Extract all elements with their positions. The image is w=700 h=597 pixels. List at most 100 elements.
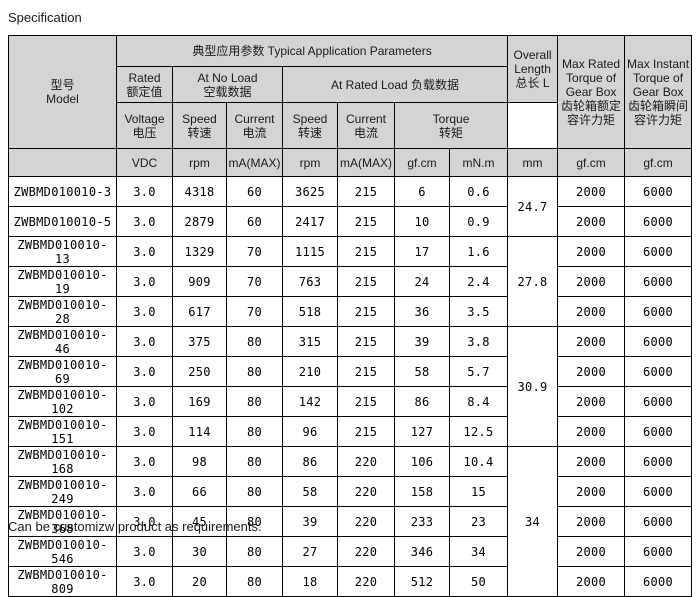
header-overall-length-line2: Length <box>514 62 551 76</box>
cell-torque-mnm: 34 <box>448 536 509 567</box>
header-current-noload-cn: 电流 <box>242 125 267 140</box>
unit-torque-mnm: mN.m <box>448 148 509 177</box>
cell-current-nl: 80 <box>226 356 283 387</box>
cell-speed-nl: 250 <box>172 356 227 387</box>
cell-current-nl: 80 <box>226 326 283 357</box>
cell-current-nl: 70 <box>226 296 283 327</box>
cell-current-rl: 220 <box>337 476 395 507</box>
cell-speed-nl: 1329 <box>172 236 227 267</box>
unit-max-instant: gf.cm <box>624 148 693 177</box>
cell-current-rl: 215 <box>337 176 395 207</box>
header-row-group-title: 型号 Model 典型应用参数 Typical Application Para… <box>8 35 693 149</box>
cell-torque-mnm: 12.5 <box>448 416 509 447</box>
cell-speed-rl: 39 <box>282 506 338 537</box>
cell-current-rl: 215 <box>337 416 395 447</box>
cell-current-rl: 215 <box>337 326 395 357</box>
cell-current-nl: 80 <box>226 476 283 507</box>
cell-current-rl: 215 <box>337 266 395 297</box>
cell-max-rated: 2000 <box>557 446 626 477</box>
cell-max-instant: 6000 <box>624 446 693 477</box>
unit-model <box>8 148 117 177</box>
cell-current-rl: 220 <box>337 506 395 537</box>
header-voltage-cn: 电压 <box>132 125 157 140</box>
header-max-instant-line3: Gear Box <box>632 85 684 99</box>
cell-speed-rl: 763 <box>282 266 338 297</box>
header-torque: Torque 转矩 <box>393 102 509 149</box>
cell-max-rated: 2000 <box>557 536 626 567</box>
cell-voltage: 3.0 <box>116 536 173 567</box>
cell-max-instant: 6000 <box>624 386 693 417</box>
cell-voltage: 3.0 <box>116 506 173 537</box>
header-current-ratedload-en: Current <box>345 111 386 126</box>
header-max-rated-line3: Gear Box <box>565 85 617 99</box>
cell-voltage: 3.0 <box>116 206 173 237</box>
cell-torque-gfcm: 127 <box>394 416 450 447</box>
unit-length: mm <box>507 148 559 177</box>
cell-model: ZWBMD010010-3 <box>8 176 117 207</box>
cell-voltage: 3.0 <box>116 296 173 327</box>
cell-torque-gfcm: 86 <box>394 386 450 417</box>
header-model: 型号 Model <box>8 35 117 149</box>
header-typical-application-parameters: 典型应用参数 Typical Application Parameters <box>115 35 509 67</box>
header-speed-ratedload: Speed 转速 <box>282 102 338 149</box>
unit-current-noload: mA(MAX) <box>226 148 283 177</box>
cell-model: ZWBMD010010-151 <box>8 416 117 447</box>
cell-torque-gfcm: 17 <box>394 236 450 267</box>
header-no-load-group: At No Load 空载数据 <box>172 66 283 103</box>
table-row: ZWBMD010010-5 3.0 2879 60 2417 215 10 0.9 2000 60… <box>8 206 693 237</box>
table-row: ZWBMD010010-368 3.0 45 80 39 220 233 23 2000 6000 <box>8 506 693 537</box>
cell-current-nl: 80 <box>226 566 283 597</box>
table-row: ZWBMD010010-69 3.0 250 80 210 215 58 5.7 2000 600… <box>8 356 693 387</box>
cell-speed-nl: 909 <box>172 266 227 297</box>
cell-speed-nl: 375 <box>172 326 227 357</box>
cell-max-instant: 6000 <box>624 566 693 597</box>
cell-voltage: 3.0 <box>116 176 173 207</box>
cell-overall-length: 34 <box>507 446 559 597</box>
unit-current-ratedload: mA(MAX) <box>337 148 395 177</box>
cell-max-instant: 6000 <box>624 506 693 537</box>
cell-current-nl: 80 <box>226 506 283 537</box>
cell-speed-nl: 2879 <box>172 206 227 237</box>
cell-current-rl: 220 <box>337 446 395 477</box>
header-current-noload-en: Current <box>234 111 275 126</box>
cell-max-instant: 6000 <box>624 536 693 567</box>
cell-model: ZWBMD010010-46 <box>8 326 117 357</box>
cell-max-instant: 6000 <box>624 176 693 207</box>
cell-torque-gfcm: 36 <box>394 296 450 327</box>
cell-max-rated: 2000 <box>557 476 626 507</box>
cell-max-rated: 2000 <box>557 176 626 207</box>
cell-model: ZWBMD010010-5 <box>8 206 117 237</box>
cell-torque-mnm: 3.8 <box>448 326 509 357</box>
cell-torque-mnm: 0.9 <box>448 206 509 237</box>
cell-torque-mnm: 23 <box>448 506 509 537</box>
header-overall-length: Overall Length 总长 L <box>507 35 559 103</box>
cell-current-rl: 215 <box>337 356 395 387</box>
header-speed-noload-en: Speed <box>182 111 217 126</box>
header-max-rated-line1: Max Rated <box>562 57 621 71</box>
cell-torque-mnm: 10.4 <box>448 446 509 477</box>
cell-current-nl: 80 <box>226 446 283 477</box>
cell-current-rl: 215 <box>337 236 395 267</box>
header-row-subgroups: Rated 额定值 At No Load 空载数据 At Rated Load … <box>9 66 692 103</box>
cell-speed-rl: 315 <box>282 326 338 357</box>
cell-max-rated: 2000 <box>557 416 626 447</box>
header-no-load-en: At No Load <box>197 70 258 85</box>
cell-max-instant: 6000 <box>624 416 693 447</box>
cell-model: ZWBMD010010-19 <box>8 266 117 297</box>
cell-speed-rl: 2417 <box>282 206 338 237</box>
cell-voltage: 3.0 <box>116 446 173 477</box>
cell-current-rl: 215 <box>337 206 395 237</box>
cell-model: ZWBMD010010-249 <box>8 476 117 507</box>
cell-speed-nl: 30 <box>172 536 227 567</box>
cell-torque-gfcm: 6 <box>394 176 450 207</box>
cell-speed-rl: 518 <box>282 296 338 327</box>
cell-torque-mnm: 8.4 <box>448 386 509 417</box>
cell-speed-nl: 617 <box>172 296 227 327</box>
cell-torque-mnm: 0.6 <box>448 176 509 207</box>
cell-voltage: 3.0 <box>116 386 173 417</box>
cell-voltage: 3.0 <box>116 476 173 507</box>
cell-model: ZWBMD010010-809 <box>8 566 117 597</box>
specification-table: 型号 Model 典型应用参数 Typical Application Para… <box>8 35 693 597</box>
cell-max-instant: 6000 <box>624 476 693 507</box>
cell-torque-mnm: 2.4 <box>448 266 509 297</box>
